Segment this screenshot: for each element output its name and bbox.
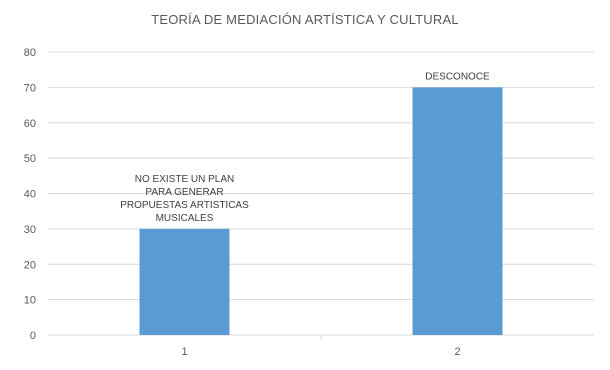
y-tick-label: 60 (24, 118, 36, 130)
y-tick-label: 20 (24, 259, 36, 271)
y-tick-label: 30 (24, 224, 36, 236)
x-tick-label: 1 (181, 346, 187, 358)
chart-title: TEORÍA DE MEDIACIÓN ARTÍSTICA Y CULTURAL (151, 12, 459, 27)
y-tick-label: 50 (24, 153, 36, 165)
data-label: DESCONOCE (425, 71, 490, 82)
y-tick-label: 10 (24, 295, 36, 307)
data-label: PARA GENERAR (145, 187, 223, 198)
data-label: MUSICALES (156, 213, 214, 224)
data-label: PROPUESTAS ARTISTICAS (120, 200, 249, 211)
y-tick-label: 70 (24, 82, 36, 94)
y-tick-label: 40 (24, 189, 36, 201)
y-tick-label: 0 (30, 330, 36, 342)
bar (139, 228, 230, 335)
bar (412, 87, 503, 335)
x-tick-label: 2 (454, 346, 460, 358)
data-label: NO EXISTE UN PLAN (135, 174, 234, 185)
y-tick-label: 80 (24, 47, 36, 59)
